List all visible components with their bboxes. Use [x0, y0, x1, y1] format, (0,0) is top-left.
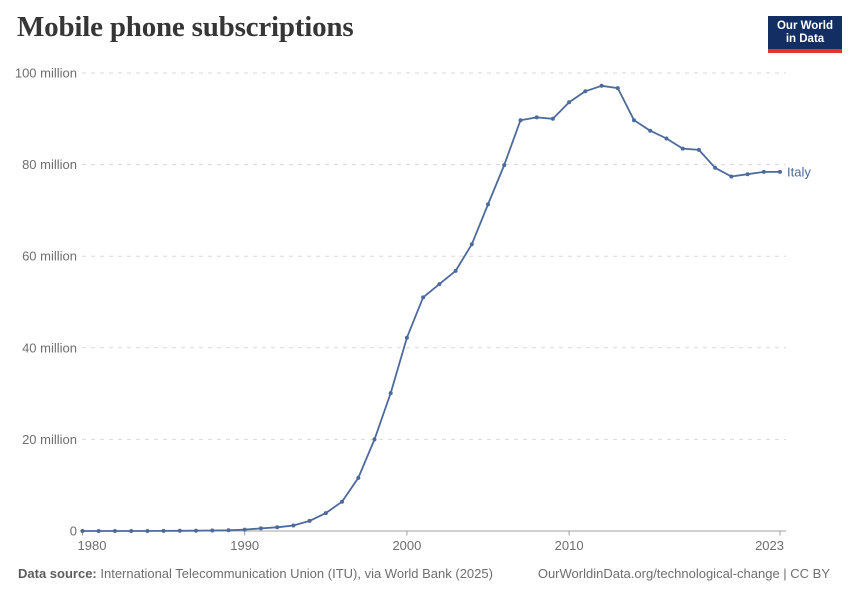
data-point[interactable]: [275, 525, 280, 530]
data-point[interactable]: [615, 86, 620, 91]
data-point[interactable]: [502, 163, 507, 168]
series-label-italy[interactable]: Italy: [787, 164, 811, 179]
x-axis-tick-label: 2010: [555, 538, 584, 553]
data-point[interactable]: [210, 528, 215, 533]
data-point[interactable]: [632, 118, 636, 123]
data-point[interactable]: [713, 165, 718, 170]
data-point[interactable]: [291, 523, 296, 528]
data-point[interactable]: [778, 169, 782, 174]
owid-logo-line1: Our World: [776, 19, 833, 32]
data-point[interactable]: [486, 202, 490, 207]
data-point[interactable]: [129, 529, 134, 533]
owid-logo[interactable]: Our World in Data: [768, 16, 842, 53]
chart-footer: Data source: International Telecommunica…: [0, 566, 850, 581]
data-point[interactable]: [404, 335, 409, 340]
data-point[interactable]: [745, 172, 750, 177]
owid-logo-line2: in Data: [785, 32, 825, 45]
y-axis-tick-label: 60 million: [22, 249, 77, 264]
data-point[interactable]: [323, 511, 328, 516]
series-line-italy[interactable]: [81, 84, 781, 532]
y-axis-tick-label: 40 million: [22, 340, 77, 355]
data-point[interactable]: [761, 169, 766, 174]
data-source-text: International Telecommunication Union (I…: [96, 566, 493, 581]
data-point[interactable]: [145, 529, 150, 533]
data-point[interactable]: [453, 268, 458, 273]
page-title: Mobile phone subscriptions: [17, 11, 354, 43]
data-point[interactable]: [680, 146, 685, 151]
data-point[interactable]: [80, 529, 85, 533]
data-source: Data source: International Telecommunica…: [18, 566, 493, 581]
data-point[interactable]: [226, 528, 231, 533]
y-axis-tick-label: 100 million: [15, 66, 77, 81]
data-point[interactable]: [388, 391, 393, 396]
data-point[interactable]: [356, 475, 361, 480]
data-point[interactable]: [599, 83, 604, 88]
data-point[interactable]: [177, 528, 182, 533]
data-point[interactable]: [96, 529, 101, 533]
data-point[interactable]: [583, 89, 588, 94]
data-point[interactable]: [372, 437, 377, 442]
x-axis-tick-label: 1990: [230, 538, 259, 553]
data-point[interactable]: [518, 118, 523, 123]
data-point[interactable]: [112, 529, 117, 533]
data-point[interactable]: [421, 295, 426, 300]
data-point[interactable]: [729, 174, 734, 179]
data-source-label: Data source:: [18, 566, 97, 581]
y-axis-tick-label: 0: [70, 524, 77, 539]
data-point[interactable]: [242, 527, 247, 532]
data-point[interactable]: [648, 128, 653, 133]
data-point[interactable]: [664, 136, 669, 141]
data-point[interactable]: [307, 518, 312, 523]
data-point[interactable]: [437, 282, 442, 287]
x-axis-tick-label: 2023: [755, 538, 784, 553]
data-point[interactable]: [469, 242, 474, 247]
data-point[interactable]: [340, 499, 344, 504]
data-point[interactable]: [567, 100, 572, 105]
data-point[interactable]: [161, 528, 166, 533]
data-point[interactable]: [696, 147, 701, 152]
y-axis-tick-label: 80 million: [22, 157, 77, 172]
footer-citation-link[interactable]: OurWorldinData.org/technological-change …: [537, 566, 830, 581]
data-point[interactable]: [534, 115, 539, 120]
data-point[interactable]: [194, 528, 198, 533]
x-axis-tick-label: 1980: [78, 538, 107, 553]
data-point[interactable]: [258, 526, 263, 531]
x-axis-tick-label: 2000: [392, 538, 421, 553]
data-point[interactable]: [550, 116, 555, 121]
y-axis-tick-label: 20 million: [22, 432, 77, 447]
